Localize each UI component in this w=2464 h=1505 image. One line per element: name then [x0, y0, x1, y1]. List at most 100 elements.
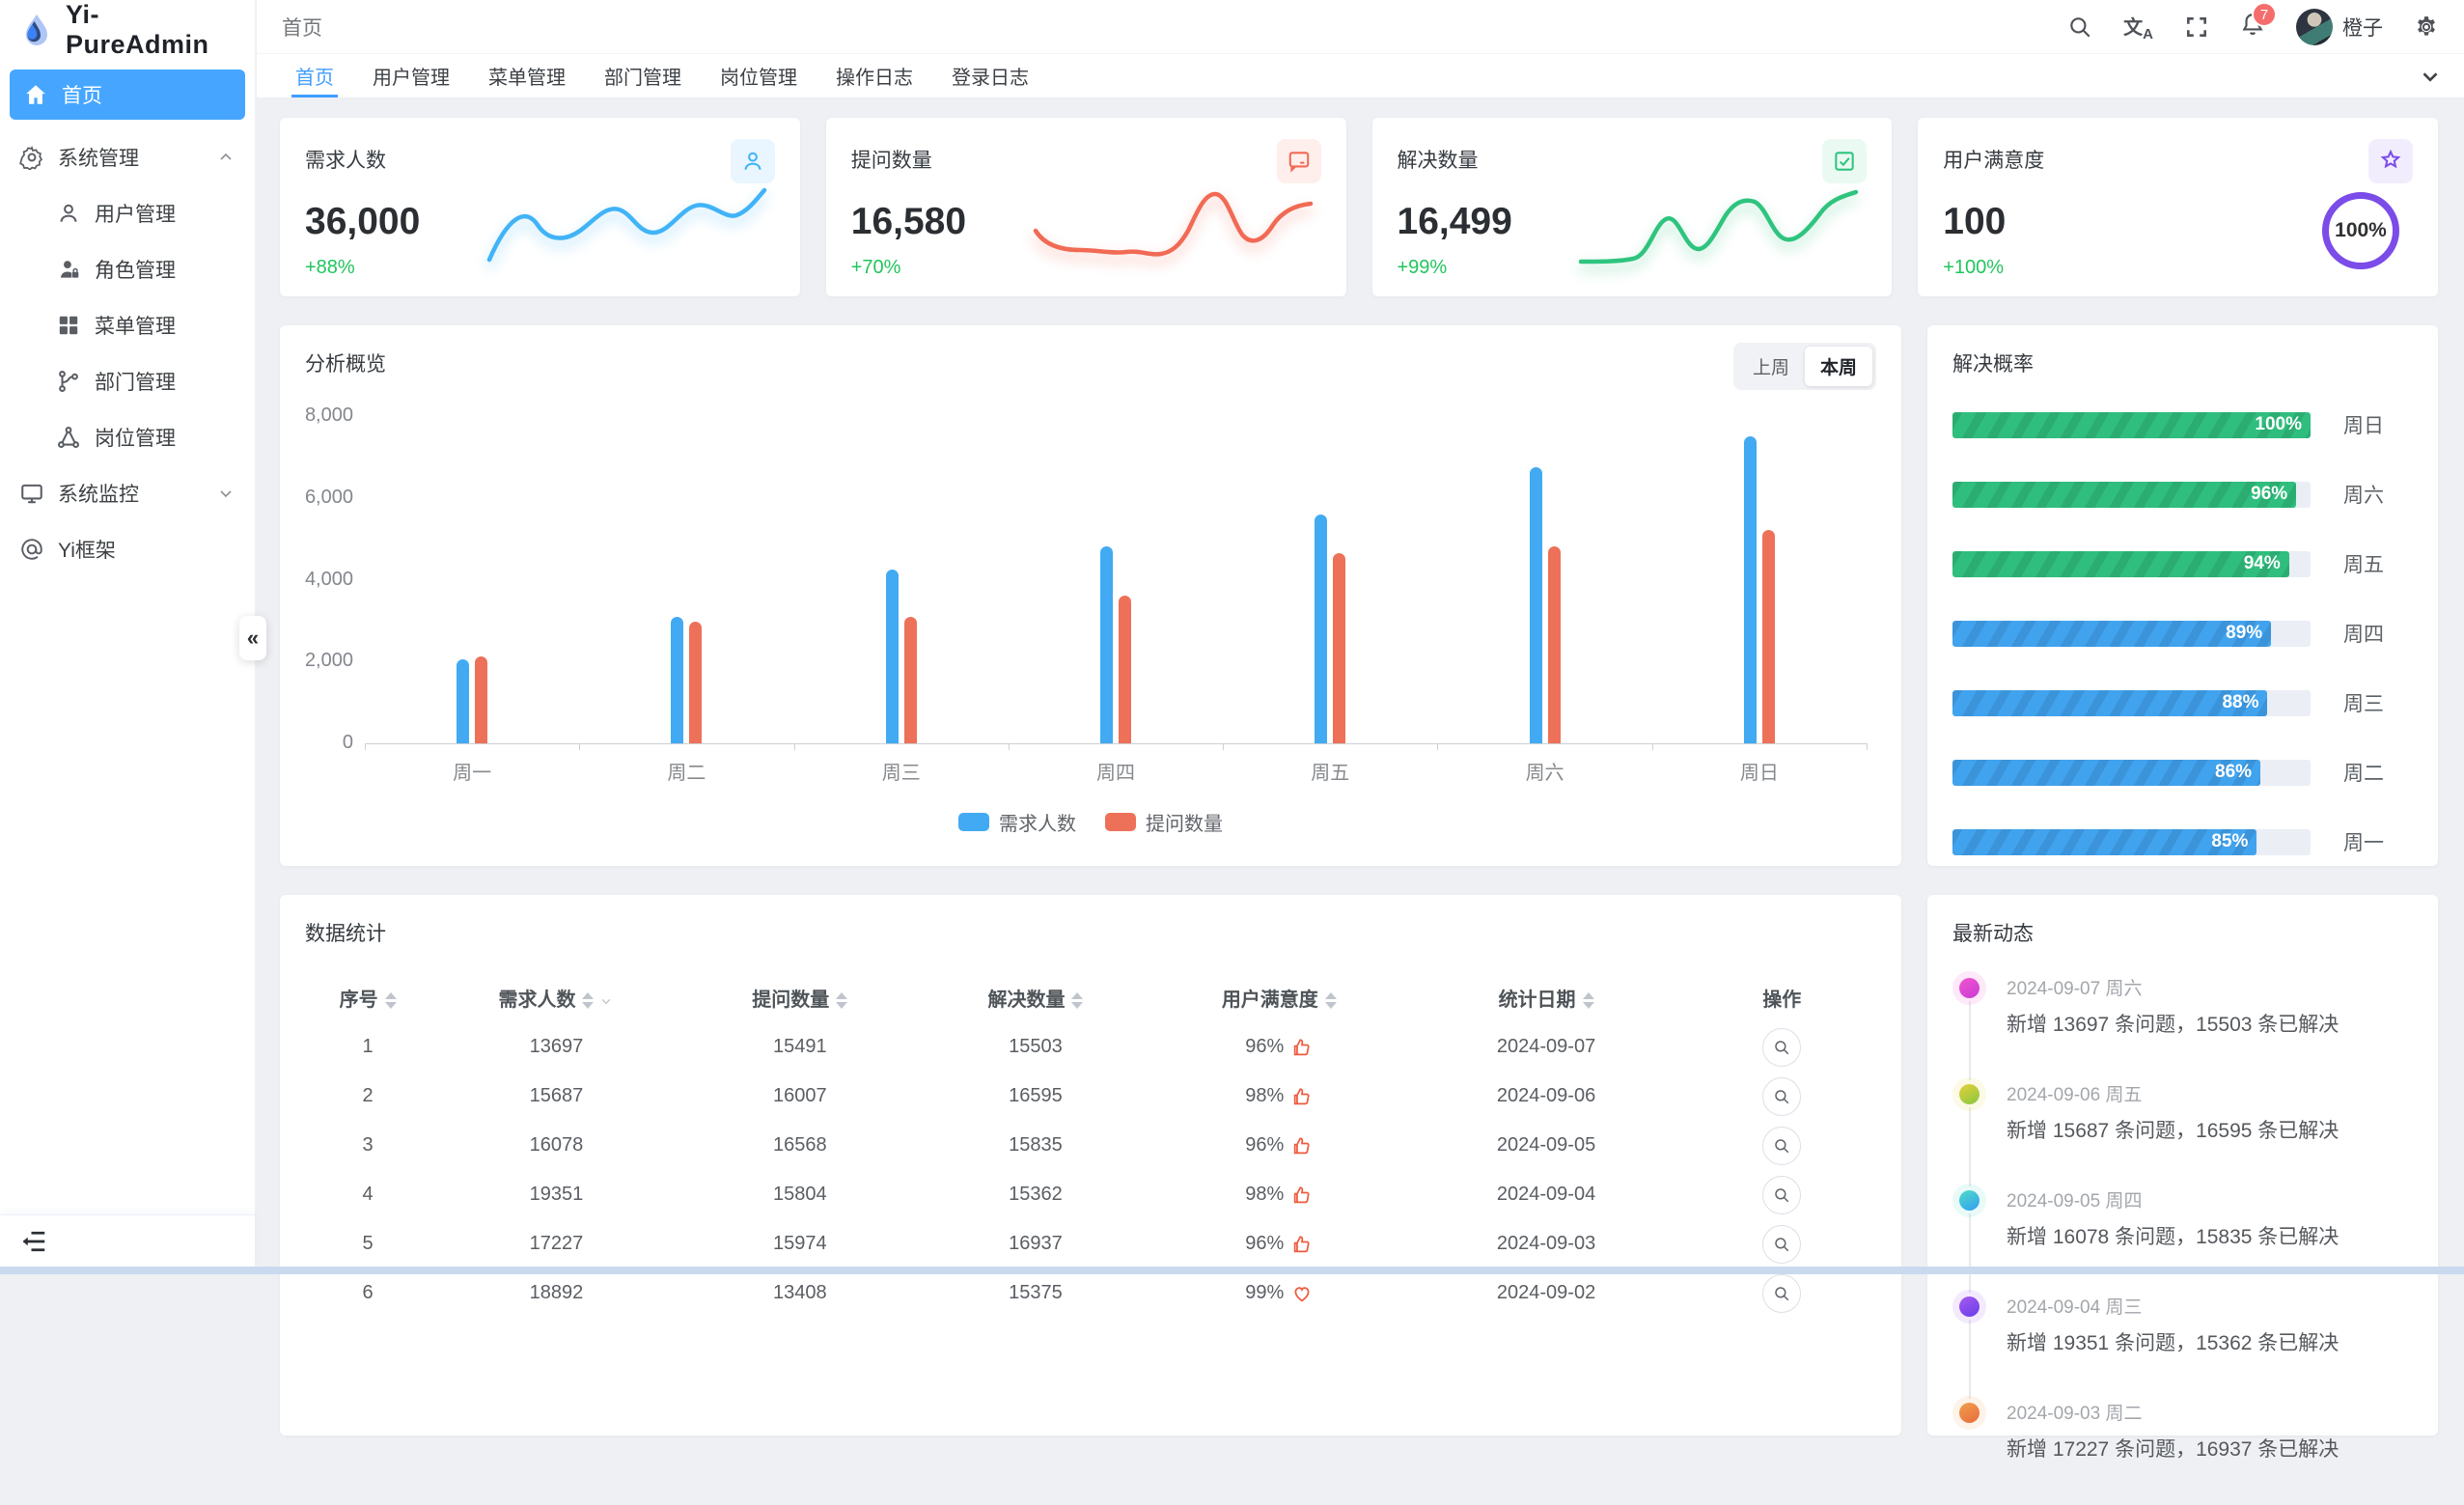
chevron-up-icon: [216, 148, 235, 167]
sort-caret-icon[interactable]: [1325, 992, 1337, 1009]
bar-question[interactable]: [689, 622, 702, 743]
column-header-1[interactable]: 需求人数: [430, 972, 681, 1022]
probability-row-1: 96% 周六: [1952, 480, 2413, 509]
app-logo-row[interactable]: Yi-PureAdmin: [0, 0, 255, 60]
sidebar-item-1[interactable]: 系统管理: [0, 129, 255, 185]
sidebar-item-2[interactable]: 系统监控: [0, 465, 255, 521]
x-axis-label: 周六: [1526, 757, 1564, 785]
bar-question[interactable]: [904, 617, 917, 743]
notifications-button[interactable]: 7: [2240, 12, 2265, 42]
toggle-0[interactable]: 上周: [1737, 347, 1805, 386]
menu-fold-icon[interactable]: [19, 1227, 48, 1256]
bar-demand[interactable]: [1530, 467, 1542, 743]
magnifier-icon: [1773, 1039, 1790, 1056]
magnifier-icon: [1773, 1088, 1790, 1105]
avatar: [2296, 9, 2333, 45]
sort-caret-icon[interactable]: [1071, 992, 1083, 1009]
sort-caret-icon[interactable]: [836, 992, 847, 1009]
bar-question[interactable]: [1119, 596, 1131, 743]
column-header-2[interactable]: 提问数量: [682, 972, 918, 1022]
x-axis-label: 周一: [453, 757, 491, 785]
tab-4[interactable]: 岗位管理: [716, 54, 801, 98]
tab-5[interactable]: 操作日志: [832, 54, 917, 98]
trend-sparkline: [1573, 175, 1863, 271]
view-detail-button[interactable]: [1762, 1077, 1801, 1116]
tab-2[interactable]: 菜单管理: [484, 54, 569, 98]
settings-gear-icon[interactable]: [2414, 14, 2439, 40]
tab-3[interactable]: 部门管理: [600, 54, 685, 98]
bar-demand[interactable]: [1315, 515, 1327, 743]
probability-row-3: 89%周四: [1952, 619, 2413, 648]
horizontal-scrollbar[interactable]: [0, 1267, 2464, 1274]
bar-demand[interactable]: [1744, 436, 1757, 743]
satisfaction-ring: 100%: [2322, 192, 2399, 269]
star-icon: [2378, 149, 2403, 174]
thumb-up-icon: [1291, 1135, 1313, 1157]
username: 橙子: [2342, 13, 2383, 42]
search-icon[interactable]: [2067, 14, 2092, 40]
progress-track: 96%: [1952, 482, 2311, 508]
stat-title: 解决数量: [1398, 139, 1479, 174]
view-detail-button[interactable]: [1762, 1028, 1801, 1067]
column-header-4[interactable]: 用户满意度: [1153, 972, 1404, 1022]
filter-chevron-down-icon[interactable]: [598, 992, 614, 1008]
sidebar-subitem-1-4[interactable]: 岗位管理: [0, 409, 255, 465]
view-detail-button[interactable]: [1762, 1225, 1801, 1264]
sidebar-item-0[interactable]: 首页: [10, 70, 245, 120]
tab-6[interactable]: 登录日志: [948, 54, 1033, 98]
sidebar-subitem-1-2[interactable]: 菜单管理: [0, 297, 255, 353]
view-detail-button[interactable]: [1762, 1176, 1801, 1214]
bar-demand[interactable]: [1100, 546, 1113, 743]
tab-1[interactable]: 用户管理: [369, 54, 454, 98]
probability-row-6: 85%周一: [1952, 827, 2413, 856]
bar-question[interactable]: [1333, 553, 1345, 743]
x-axis-label: 周四: [1096, 757, 1135, 785]
bar-demand[interactable]: [457, 659, 469, 743]
sort-caret-icon[interactable]: [1583, 992, 1594, 1009]
sidebar-item-3[interactable]: Yi框架: [0, 521, 255, 577]
column-header-0[interactable]: 序号: [305, 972, 430, 1022]
progress-day-label: 周六: [2343, 480, 2413, 509]
sidebar-subitem-1-3[interactable]: 部门管理: [0, 353, 255, 409]
progress-fill: 96%: [1952, 482, 2296, 508]
app-title: Yi-PureAdmin: [66, 0, 235, 60]
probability-row-4: 88% 周三: [1952, 688, 2413, 717]
tab-0[interactable]: 首页: [291, 54, 338, 98]
timeline-dot: [1959, 1403, 1980, 1423]
bar-demand[interactable]: [886, 570, 899, 743]
legend-item[interactable]: 需求人数: [958, 808, 1076, 836]
magnifier-icon: [1773, 1236, 1790, 1253]
y-axis-tick: 2,000: [295, 650, 353, 672]
timeline-dot: [1959, 1190, 1980, 1211]
column-header-5[interactable]: 统计日期: [1405, 972, 1688, 1022]
sidebar-collapse-handle[interactable]: «: [239, 616, 266, 660]
bar-question[interactable]: [475, 656, 487, 743]
bar-question[interactable]: [1548, 546, 1561, 743]
satisfaction-cell: 98%: [1245, 1085, 1313, 1107]
y-axis-tick: 0: [295, 732, 353, 754]
toggle-1[interactable]: 本周: [1805, 347, 1872, 386]
magnifier-icon: [1773, 1186, 1790, 1204]
progress-value: 86%: [2215, 762, 2252, 783]
legend-item[interactable]: 提问数量: [1105, 808, 1223, 836]
user-menu[interactable]: 橙子: [2296, 9, 2383, 45]
translate-icon[interactable]: 文A: [2123, 12, 2153, 42]
column-header-3[interactable]: 解决数量: [918, 972, 1153, 1022]
progress-fill: 94%: [1952, 551, 2289, 577]
progress-track: 89%: [1952, 621, 2311, 647]
progress-day-label: 周三: [2343, 688, 2413, 717]
view-detail-button[interactable]: [1762, 1127, 1801, 1165]
progress-value: 88%: [2222, 692, 2258, 713]
sidebar-subitem-1-0[interactable]: 用户管理: [0, 185, 255, 241]
fullscreen-icon[interactable]: [2184, 14, 2209, 40]
sidebar-subitem-1-1[interactable]: 角色管理: [0, 241, 255, 297]
bar-question[interactable]: [1762, 530, 1775, 743]
progress-fill: 100%: [1952, 412, 2311, 438]
view-detail-button[interactable]: [1762, 1274, 1801, 1313]
sort-caret-icon[interactable]: [582, 992, 594, 1009]
tabs-chevron-down-icon[interactable]: [2418, 64, 2443, 89]
bar-demand[interactable]: [671, 617, 683, 743]
sort-caret-icon[interactable]: [385, 992, 397, 1009]
